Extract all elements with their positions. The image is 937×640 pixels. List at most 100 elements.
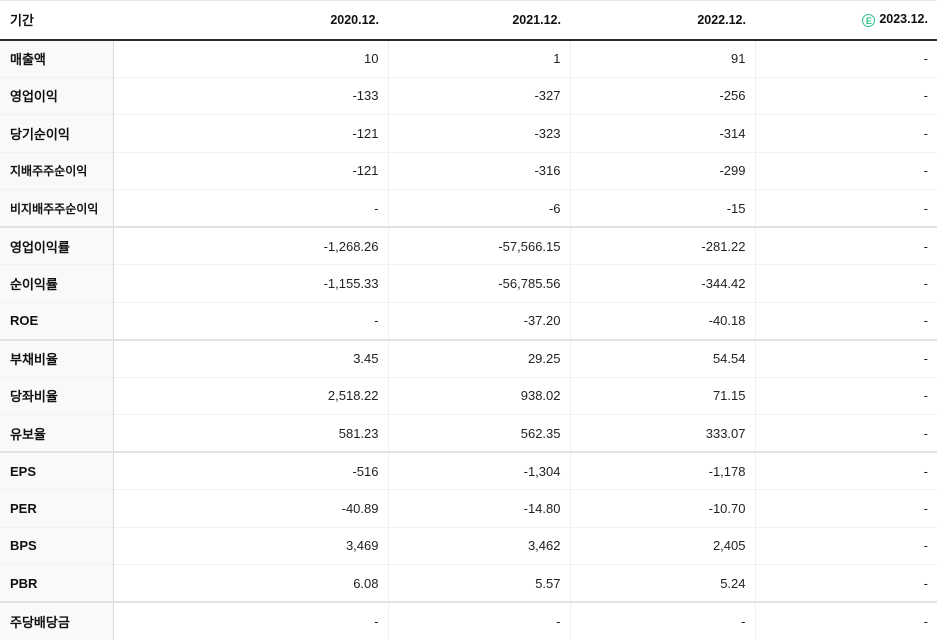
table-row: 영업이익률 -1,268.26 -57,566.15 -281.22- bbox=[0, 226, 937, 265]
table-row: 당기순이익 -121 -323 -314- bbox=[0, 114, 937, 152]
cell-value: -10.70 bbox=[569, 489, 755, 527]
column-header-2022-label: 2022.12. bbox=[697, 12, 746, 27]
cell-value: - bbox=[754, 601, 937, 640]
row-label: 영업이익 bbox=[0, 76, 114, 115]
cell-value: - bbox=[754, 264, 937, 302]
column-header-2021-label: 2021.12. bbox=[512, 12, 561, 27]
row-label: 지배주주순이익 bbox=[0, 151, 114, 190]
cell-value: -327 bbox=[387, 76, 570, 115]
cell-value: - bbox=[754, 151, 937, 190]
cell-value: 3.45 bbox=[113, 338, 388, 377]
cell-value: 2,518.22 bbox=[113, 376, 388, 415]
column-header-2023-estimate: E 2023.12. bbox=[755, 0, 937, 41]
cell-value: 29.25 bbox=[387, 338, 570, 377]
cell-value: -516 bbox=[113, 451, 388, 490]
cell-value: - bbox=[569, 601, 755, 640]
period-header-label: 기간 bbox=[0, 0, 113, 41]
cell-value: -40.18 bbox=[569, 301, 755, 340]
table-row: PBR 6.08 5.57 5.24- bbox=[0, 564, 937, 602]
cell-value: - bbox=[754, 301, 937, 340]
row-label: 주당배당금 bbox=[0, 601, 114, 640]
table-row: 영업이익 -133 -327 -256- bbox=[0, 76, 937, 115]
cell-value: -37.20 bbox=[387, 301, 570, 340]
cell-value: 333.07 bbox=[569, 414, 755, 452]
cell-value: -323 bbox=[387, 114, 570, 152]
cell-value: 5.24 bbox=[569, 564, 755, 602]
cell-value: 581.23 bbox=[113, 414, 388, 452]
cell-value: 6.08 bbox=[113, 564, 388, 602]
column-header-2020-label: 2020.12. bbox=[330, 12, 379, 27]
cell-value: -40.89 bbox=[113, 489, 388, 527]
cell-value: -14.80 bbox=[387, 489, 570, 527]
table-row: 매출액 10 1 91- bbox=[0, 39, 937, 77]
row-label: 당기순이익 bbox=[0, 114, 114, 152]
cell-value: -1,155.33 bbox=[113, 264, 388, 302]
table-row: 순이익률 -1,155.33 -56,785.56 -344.42- bbox=[0, 264, 937, 302]
cell-value: -133 bbox=[113, 76, 388, 115]
cell-value: -299 bbox=[569, 151, 755, 190]
cell-value: - bbox=[754, 39, 937, 77]
cell-value: 3,462 bbox=[387, 526, 570, 565]
cell-value: - bbox=[754, 526, 937, 565]
cell-value: 10 bbox=[113, 39, 388, 77]
column-header-2021: 2021.12. bbox=[388, 0, 570, 41]
estimate-icon: E bbox=[862, 14, 876, 28]
table-row: PER -40.89 -14.80 -10.70- bbox=[0, 489, 937, 527]
table-row: ROE - -37.20 -40.18- bbox=[0, 301, 937, 340]
cell-value: - bbox=[754, 451, 937, 490]
cell-value: -1,268.26 bbox=[113, 226, 388, 265]
table-header-row: 기간 2020.12. 2021.12. 2022.12. E 2023.12. bbox=[0, 0, 937, 41]
table-row: 주당배당금 - - - - bbox=[0, 601, 937, 640]
table-row: EPS -516 -1,304 -1,178- bbox=[0, 451, 937, 490]
cell-value: -56,785.56 bbox=[387, 264, 570, 302]
row-label: 순이익률 bbox=[0, 264, 114, 302]
cell-value: -121 bbox=[113, 151, 388, 190]
row-label: 부채비율 bbox=[0, 338, 114, 377]
cell-value: -314 bbox=[569, 114, 755, 152]
row-label: BPS bbox=[0, 526, 114, 565]
row-label: 비지배주주순이익 bbox=[0, 189, 114, 227]
column-header-2022: 2022.12. bbox=[570, 0, 755, 41]
cell-value: -1,304 bbox=[387, 451, 570, 490]
cell-value: -281.22 bbox=[569, 226, 755, 265]
cell-value: - bbox=[113, 189, 388, 227]
row-label: 매출액 bbox=[0, 39, 114, 77]
row-label: PBR bbox=[0, 564, 114, 602]
cell-value: -121 bbox=[113, 114, 388, 152]
row-label: 당좌비율 bbox=[0, 376, 114, 415]
cell-value: -316 bbox=[387, 151, 570, 190]
cell-value: -1,178 bbox=[569, 451, 755, 490]
cell-value: - bbox=[754, 414, 937, 452]
table-row: 부채비율 3.45 29.25 54.54- bbox=[0, 338, 937, 377]
row-label: 유보율 bbox=[0, 414, 114, 452]
cell-value: 1 bbox=[387, 39, 570, 77]
cell-value: -57,566.15 bbox=[387, 226, 570, 265]
cell-value: 54.54 bbox=[569, 338, 755, 377]
cell-value: - bbox=[113, 301, 388, 340]
table-row: 비지배주주순이익 - -6 -15- bbox=[0, 189, 937, 227]
column-header-2020: 2020.12. bbox=[113, 0, 388, 41]
cell-value: 2,405 bbox=[569, 526, 755, 565]
column-header-2023-label: 2023.12. bbox=[879, 12, 928, 27]
cell-value: -6 bbox=[387, 189, 570, 227]
table-row: 유보율 581.23 562.35 333.07- bbox=[0, 414, 937, 452]
cell-value: - bbox=[754, 226, 937, 265]
table-row: 지배주주순이익 -121 -316 -299- bbox=[0, 151, 937, 190]
cell-value: - bbox=[754, 76, 937, 115]
row-label: PER bbox=[0, 489, 114, 527]
cell-value: - bbox=[754, 189, 937, 227]
table-row: 당좌비율 2,518.22 938.02 71.15- bbox=[0, 376, 937, 415]
cell-value: 91 bbox=[569, 39, 755, 77]
cell-value: - bbox=[754, 564, 937, 602]
cell-value: - bbox=[754, 114, 937, 152]
cell-value: -344.42 bbox=[569, 264, 755, 302]
cell-value: - bbox=[113, 601, 388, 640]
cell-value: - bbox=[387, 601, 570, 640]
cell-value: 562.35 bbox=[387, 414, 570, 452]
cell-value: - bbox=[754, 376, 937, 415]
cell-value: 938.02 bbox=[387, 376, 570, 415]
cell-value: 71.15 bbox=[569, 376, 755, 415]
cell-value: -15 bbox=[569, 189, 755, 227]
